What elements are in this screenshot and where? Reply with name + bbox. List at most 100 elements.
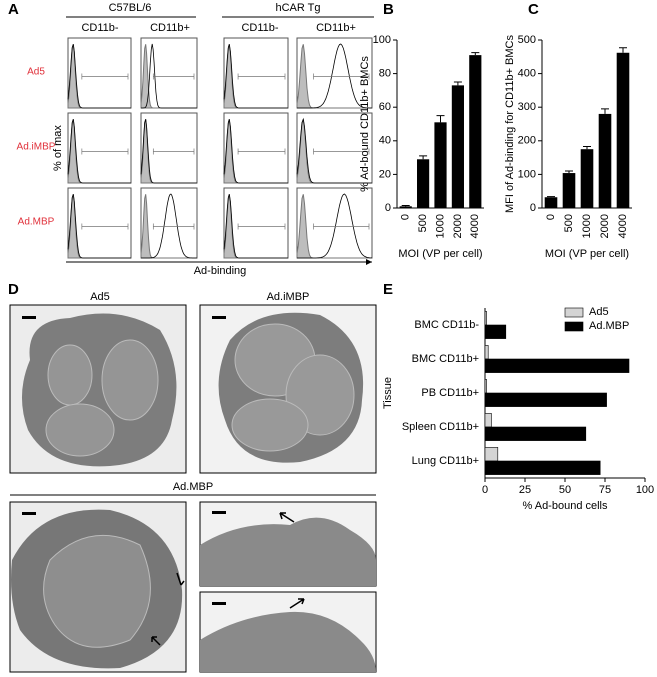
legend-label: Ad5 [589,306,609,318]
sample-histogram [67,44,131,109]
column-label: CD11b+ [316,22,356,34]
x-tick-label: 0 [545,214,557,220]
y-axis-label: % of max [52,125,64,171]
gate [313,73,370,80]
column-label: CD11b+ [150,22,190,34]
x-axis-label: MOI (VP per cell) [545,248,629,260]
sample-histogram [141,193,197,259]
gate [152,73,195,80]
x-tick-label: 100 [636,484,654,496]
x-axis-label: Ad-binding [194,265,247,277]
y-tick-label: 300 [518,101,536,113]
sample-histogram [223,119,288,184]
bar [484,324,507,339]
gate [237,223,286,230]
row-label: Ad5 [27,67,45,78]
gate [237,148,286,155]
legend-swatch [564,307,584,318]
y-axis-label: % Ad-bound CD11b+ BMCs [359,56,371,192]
y-tick-label: 0 [385,202,391,214]
x-tick-label: 0 [400,214,412,220]
y-tick-label: 500 [518,34,536,46]
y-tick-label: 100 [373,34,391,46]
bar [484,447,499,462]
y-tick-label: 400 [518,68,536,80]
bar [484,379,487,394]
sample-histogram [67,194,131,259]
x-tick-label: 2000 [452,214,464,238]
image-title: Ad.iMBP [267,291,310,303]
gate [152,223,195,230]
x-tick-label: 500 [417,214,429,232]
y-tick-label: 100 [518,168,536,180]
x-tick-label: 500 [563,214,575,232]
bar [434,122,447,208]
y-tick-label: BMC CD11b+ [412,353,479,365]
bar [417,159,430,208]
bar [616,52,630,208]
error-bar [547,196,555,198]
error-bar [619,47,627,53]
image-title: Ad.MBP [173,481,213,493]
row-label: Ad.MBP [18,217,55,228]
micrograph [199,501,377,587]
y-tick-label: 200 [518,135,536,147]
error-bar [453,81,462,86]
legend-label: Ad.MBP [589,320,629,332]
bar [484,358,630,373]
sample-histogram [297,193,372,259]
sample-histogram [223,194,288,259]
bar [451,85,464,208]
y-tick-label: PB CD11b+ [421,387,479,399]
bar [484,413,492,428]
error-bar [583,146,591,150]
y-tick-label: 0 [530,202,536,214]
y-tick-label: Lung CD11b+ [412,455,479,467]
x-tick-label: 75 [599,484,611,496]
micrograph [199,591,377,673]
bar [544,197,558,208]
bar [484,426,587,441]
arrow-head [366,259,372,265]
panel-label: B [383,1,394,18]
gate [152,148,195,155]
bar [484,345,489,360]
y-tick-label: 20 [379,168,391,180]
y-tick-label: BMC CD11b- [414,319,479,331]
sample-histogram [296,117,372,184]
group-label: C57BL/6 [109,2,152,14]
gate [237,73,286,80]
gate [81,73,129,80]
micrograph [9,304,187,474]
error-bar [471,52,480,56]
column-label: CD11b- [241,22,278,34]
y-tick-label: 60 [379,101,391,113]
bar [484,392,607,407]
x-axis-label: % Ad-bound cells [523,500,608,512]
error-bar [401,204,410,207]
panel-label: A [8,1,19,18]
error-bar [601,108,609,114]
sample-histogram [140,119,197,184]
x-tick-label: 25 [519,484,531,496]
control-histogram [296,194,372,259]
error-bar [419,155,428,160]
y-axis-label: Tissue [382,377,394,409]
micrograph [199,304,377,474]
control-histogram [296,44,372,109]
bar [484,311,487,326]
x-tick-label: 0 [482,484,488,496]
gate [81,148,129,155]
y-tick-label: Spleen CD11b+ [402,421,479,433]
sample-histogram [297,43,372,109]
column-label: CD11b- [81,22,118,34]
x-tick-label: 4000 [617,214,629,238]
x-tick-label: 50 [559,484,571,496]
x-tick-label: 2000 [599,214,611,238]
gate [313,223,370,230]
y-tick-label: 80 [379,68,391,80]
row-label: Ad.iMBP [17,142,56,153]
micrograph [9,501,187,673]
panel-label: E [383,281,393,298]
